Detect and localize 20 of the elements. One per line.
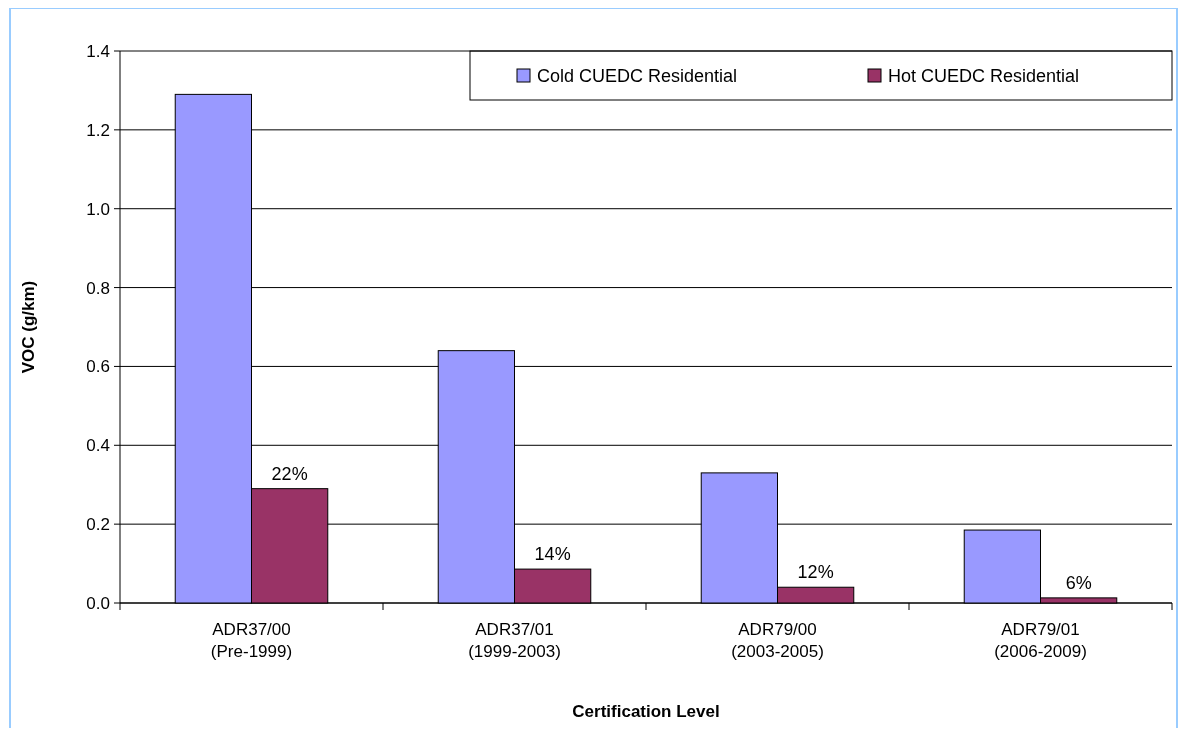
x-axis-title: Certification Level: [572, 702, 720, 721]
y-tick-label: 0.0: [86, 593, 110, 613]
x-tick-label: ADR37/01 (1999-2003): [468, 620, 561, 661]
y-tick-label: 0.8: [86, 278, 110, 298]
x-tick-label: ADR37/00 (Pre-1999): [210, 620, 293, 661]
annotation: 14%: [534, 544, 571, 565]
annotation: 6%: [1065, 572, 1092, 593]
y-tick-label: 1.2: [86, 120, 110, 140]
legend-label: Hot CUEDC Residential: [888, 66, 1080, 87]
y-tick-label: 1.0: [86, 199, 110, 219]
y-tick-label: 0.2: [86, 515, 110, 535]
annotation: 12%: [797, 562, 834, 583]
x-tick-label: ADR79/00 (2003-2005): [731, 620, 824, 661]
annotation: 22%: [271, 463, 308, 484]
y-axis-title: VOC (g/km): [19, 280, 38, 374]
legend-label: Cold CUEDC Residential: [537, 66, 738, 87]
y-tick-label: 1.4: [86, 41, 110, 61]
x-tick-label: ADR79/01 (2006-2009): [994, 620, 1087, 661]
y-tick-label: 0.6: [86, 357, 110, 377]
y-tick-label: 0.4: [86, 436, 110, 456]
